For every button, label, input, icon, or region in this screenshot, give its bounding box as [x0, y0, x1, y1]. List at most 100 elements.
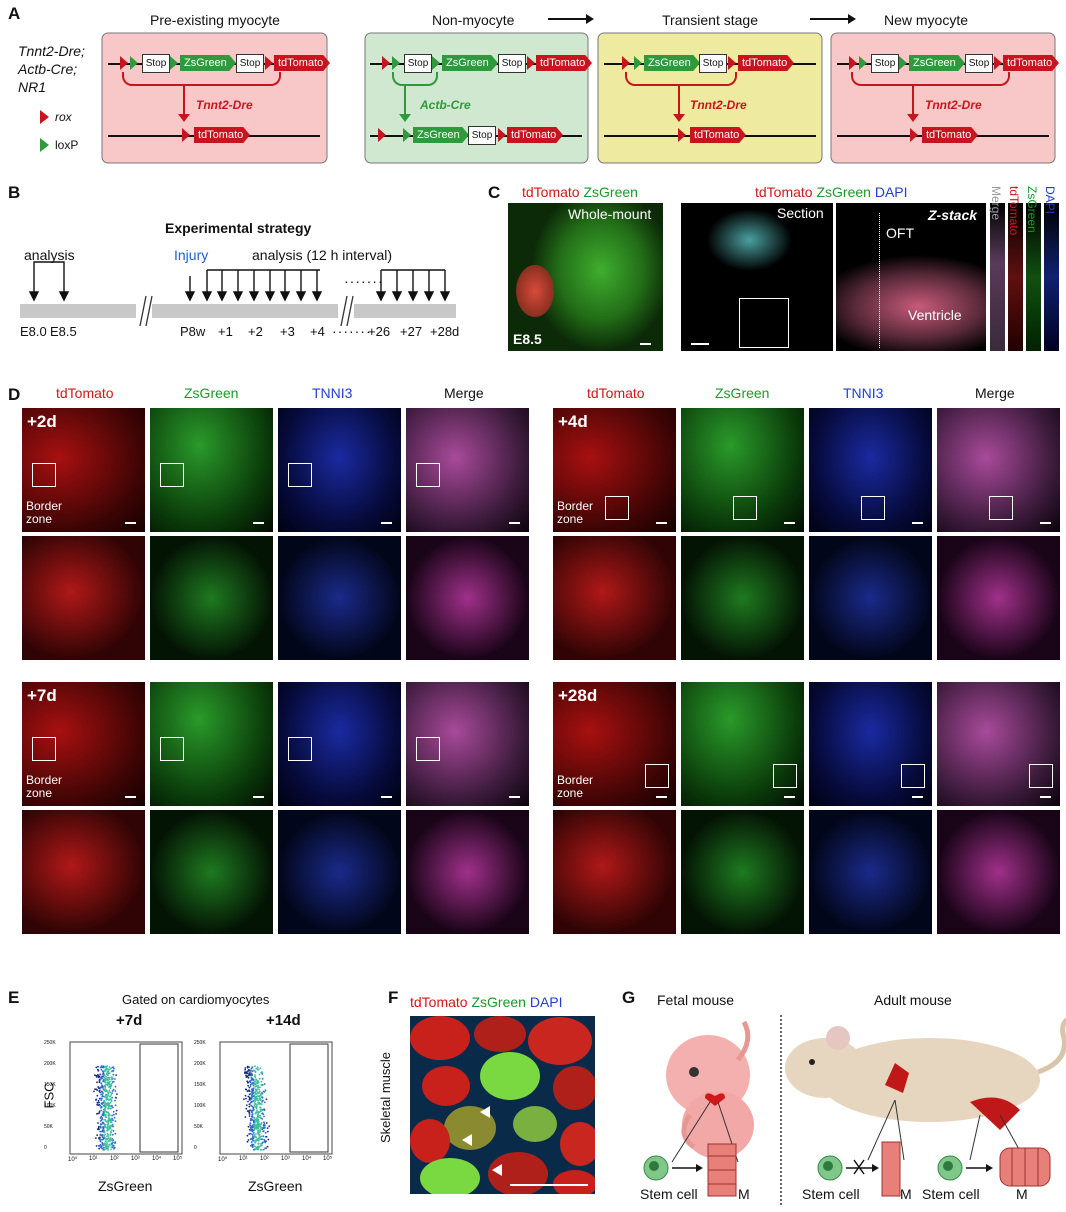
event-dot: [258, 1131, 261, 1134]
tdtomato-gene: tdTomato: [507, 127, 563, 143]
event-dot: [246, 1090, 249, 1093]
recombination-bracket: [625, 72, 737, 86]
rox-site-icon: [622, 56, 630, 70]
event-dot: [107, 1119, 109, 1122]
event-dot: [95, 1066, 98, 1069]
d-zoom-image: [681, 536, 804, 660]
event-dot: [107, 1076, 109, 1079]
event-dot: [254, 1085, 257, 1088]
e-plot-title: +7d: [116, 1012, 143, 1029]
stop-cassette: Stop: [965, 54, 993, 73]
border-zone-line: Border: [557, 773, 594, 787]
genotype-line: NR1: [18, 79, 47, 95]
d-zoom-image: [937, 536, 1060, 660]
event-dot: [255, 1127, 258, 1130]
event-dot: [250, 1069, 252, 1072]
event-dot: [99, 1143, 102, 1146]
g-illustrations: [643, 1017, 1066, 1197]
event-dot: [254, 1126, 257, 1129]
arrowhead-icon: [492, 1164, 502, 1176]
border-zone-line: Border: [26, 499, 63, 513]
tdtomato-gene: tdTomato: [194, 127, 250, 143]
event-dot: [114, 1085, 117, 1088]
event-dot: [257, 1068, 259, 1071]
event-dot: [96, 1134, 99, 1137]
event-dot: [264, 1141, 267, 1144]
event-dot: [249, 1102, 252, 1104]
event-dot: [94, 1074, 96, 1076]
event-dot: [112, 1110, 115, 1113]
event-dot: [105, 1094, 107, 1096]
tdtomato-gene: tdTomato: [922, 127, 978, 143]
event-dot: [105, 1089, 108, 1092]
event-dot: [114, 1099, 116, 1102]
event-dot: [260, 1083, 263, 1086]
event-dot: [102, 1111, 105, 1113]
event-dot: [107, 1121, 110, 1124]
event-dot: [103, 1074, 106, 1076]
event-dot: [108, 1068, 110, 1071]
e-ytick: 0: [194, 1145, 197, 1151]
event-dot: [106, 1135, 108, 1138]
event-dot: [253, 1124, 256, 1126]
g-fetal: Fetal mouse: [657, 992, 735, 1008]
e-xtick: 10²: [260, 1156, 269, 1162]
g-m-2: M: [900, 1186, 912, 1202]
stem-cell-icon: [817, 1155, 843, 1181]
event-dot: [95, 1099, 97, 1101]
arrow-down-icon: [673, 114, 685, 122]
event-dot: [258, 1115, 260, 1117]
event-dot: [102, 1137, 105, 1140]
b-tick-label: +27: [400, 324, 423, 339]
heart-icon: [885, 1063, 909, 1093]
event-dot: [108, 1117, 110, 1119]
event-dot: [244, 1068, 247, 1071]
event-dot: [260, 1135, 263, 1138]
stop-cassette: Stop: [404, 54, 432, 73]
event-dot: [111, 1142, 113, 1145]
event-dot: [250, 1127, 252, 1130]
event-dot: [96, 1094, 99, 1097]
event-dot: [108, 1129, 110, 1131]
event-dot: [246, 1065, 249, 1068]
event-dot: [255, 1111, 258, 1114]
event-dot: [261, 1118, 264, 1120]
event-dot: [101, 1130, 104, 1133]
event-dot: [112, 1141, 114, 1144]
event-dot: [258, 1077, 261, 1080]
event-dot: [104, 1133, 107, 1136]
e-ytick: 250K: [44, 1040, 56, 1046]
rox-site-icon: [678, 128, 686, 142]
event-dot: [253, 1140, 256, 1142]
event-dot: [95, 1145, 98, 1147]
event-dot: [104, 1107, 106, 1110]
event-dot: [253, 1069, 256, 1072]
e-ytick: 0: [44, 1145, 47, 1151]
arrow-down-icon: [404, 84, 406, 114]
event-dot: [248, 1096, 251, 1099]
e-ytick: 100K: [194, 1103, 206, 1109]
event-dot: [247, 1095, 250, 1098]
event-dot: [109, 1127, 112, 1130]
event-dot: [251, 1113, 254, 1116]
event-dot: [262, 1099, 264, 1102]
tnnt2-dre-label: Tnnt2-Dre: [690, 98, 747, 112]
stop-cassette: Stop: [871, 54, 899, 73]
event-dot: [250, 1118, 253, 1120]
rox-site-icon: [382, 56, 390, 70]
arrowhead-icon: [28, 291, 40, 302]
event-dot: [257, 1102, 260, 1105]
d-overview-image: [937, 682, 1060, 806]
event-dot: [253, 1104, 256, 1106]
event-dot: [254, 1076, 257, 1079]
arrow-right-icon: [586, 14, 594, 24]
analysis-bracket: [33, 261, 65, 272]
event-dot: [106, 1132, 109, 1135]
event-dot: [263, 1121, 265, 1124]
b-dots: ·······: [344, 273, 384, 289]
arrowhead-icon: [462, 1134, 472, 1146]
e-ytick: 200K: [194, 1061, 206, 1067]
event-dot: [111, 1105, 113, 1107]
event-dot: [260, 1080, 263, 1083]
e-xtick: 10²: [110, 1156, 119, 1162]
